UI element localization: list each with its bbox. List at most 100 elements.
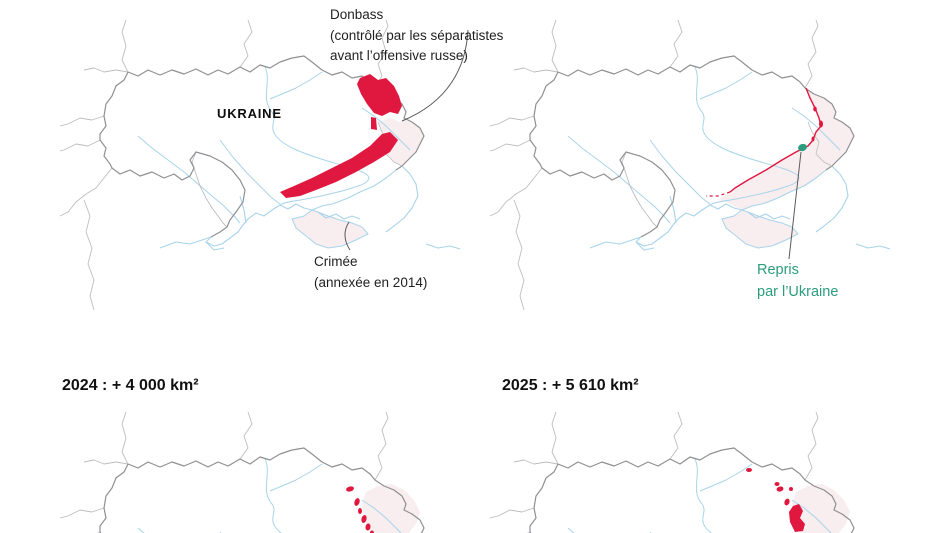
neighbor-border <box>83 199 95 311</box>
crimea-annotation: Crimée (annexée en 2014) <box>314 252 427 293</box>
donbass-annotation-line2: (contrôlé par les séparatistes <box>330 27 504 43</box>
recaptured-area-green <box>798 143 807 152</box>
neighbor-border <box>59 139 101 152</box>
coastline <box>159 236 212 249</box>
neighbor-border <box>83 459 129 465</box>
river <box>269 71 323 100</box>
base-map-svg <box>489 19 891 311</box>
occupied-area-pink <box>718 88 854 210</box>
neighbor-border <box>621 151 658 228</box>
coastline <box>589 236 642 249</box>
country-label-ukraine: UKRAINE <box>217 106 282 121</box>
occupied-area-red <box>789 504 805 532</box>
frontline-pocket-red <box>776 486 784 492</box>
ukraine-border <box>529 71 676 238</box>
frontline-pocket-red <box>370 530 374 533</box>
ukraine-border <box>99 463 129 533</box>
neighbor-border <box>551 19 559 73</box>
frontline-red-dashed <box>706 191 731 197</box>
coastline <box>385 165 419 233</box>
neighbor-border <box>121 19 129 73</box>
frontline-pocket-red <box>813 106 817 112</box>
coastline <box>635 203 743 247</box>
crimea-peninsula <box>291 209 369 249</box>
river <box>264 458 282 533</box>
occupied-area-red <box>371 117 377 130</box>
coastline <box>635 241 655 251</box>
crimea-peninsula <box>721 209 799 249</box>
frontline-pocket-red <box>365 523 371 531</box>
recaptured-annotation-line1: Repris <box>757 262 799 278</box>
frontline-pocket-red <box>784 498 790 506</box>
frontline-pocket-red <box>819 120 823 128</box>
neighbor-border <box>59 167 113 217</box>
river <box>137 527 145 533</box>
heading-gains-2024: 2024 : + 4 000 km² <box>62 377 199 394</box>
separatist-boundary <box>807 121 833 167</box>
frontline-pocket-red <box>358 508 362 514</box>
river <box>567 527 575 533</box>
frontline-pocket-red <box>361 515 367 523</box>
map-gains-2025 <box>489 411 890 533</box>
ukraine-border <box>99 71 246 238</box>
neighbor-border <box>489 167 543 217</box>
base-map-svg <box>489 411 855 533</box>
base-map-svg <box>59 19 461 311</box>
neighbor-border <box>489 507 535 519</box>
neighbor-border <box>804 411 819 481</box>
coastline <box>747 211 791 220</box>
neighbor-border <box>551 411 559 465</box>
donbass-annotation-line3: avant l’offensive russe) <box>330 48 468 63</box>
frontline-pocket-red <box>789 487 793 491</box>
coastline <box>855 243 891 250</box>
coastline <box>317 211 361 220</box>
neighbor-border <box>59 507 105 519</box>
river <box>269 463 323 492</box>
ukraine-border <box>529 463 559 533</box>
coastline <box>741 169 827 211</box>
map-current-frontline <box>489 19 891 311</box>
neighbor-border <box>669 411 683 460</box>
occupied-area-red <box>280 132 398 198</box>
river <box>219 139 281 205</box>
neighbor-border <box>121 411 129 465</box>
crimea-annotation-line1: Crimée <box>314 254 358 269</box>
coastline <box>425 243 461 250</box>
ukraine-border <box>127 447 425 533</box>
neighbor-border <box>489 115 535 127</box>
donbass-annotation: Donbass (contrôlé par les séparatistes a… <box>330 5 503 67</box>
map-invasion-start <box>59 19 461 311</box>
neighbor-border <box>513 459 559 465</box>
neighbor-border <box>513 67 559 73</box>
neighbor-border <box>239 19 253 68</box>
river <box>137 135 241 224</box>
recaptured-annotation: Repris par l’Ukraine <box>757 259 838 303</box>
river <box>791 107 841 151</box>
river <box>694 66 800 206</box>
frontline-pocket-red <box>791 516 797 522</box>
river <box>699 71 753 100</box>
neighbor-border <box>804 19 819 89</box>
river <box>694 458 712 533</box>
coastline <box>815 165 849 233</box>
neighbor-border <box>191 151 228 228</box>
occupied-area-pink <box>362 484 420 533</box>
coastline <box>669 195 677 224</box>
river <box>567 135 671 224</box>
neighbor-border <box>513 199 525 311</box>
ukraine-border <box>127 55 425 171</box>
river <box>649 139 711 205</box>
neighbor-border <box>59 115 105 127</box>
neighbor-border <box>374 19 389 89</box>
frontline-pocket-red <box>811 136 815 142</box>
donbass-annotation-line1: Donbass <box>330 7 384 22</box>
frontline-pocket-red <box>774 482 780 486</box>
neighbor-border <box>239 411 253 460</box>
coastline <box>311 169 397 211</box>
frontline-pocket-red <box>354 498 360 506</box>
river <box>699 463 753 492</box>
ukraine-border <box>557 55 855 171</box>
frontline-pocket-red <box>346 486 354 492</box>
recaptured-annotation-line2: par l’Ukraine <box>757 284 839 300</box>
